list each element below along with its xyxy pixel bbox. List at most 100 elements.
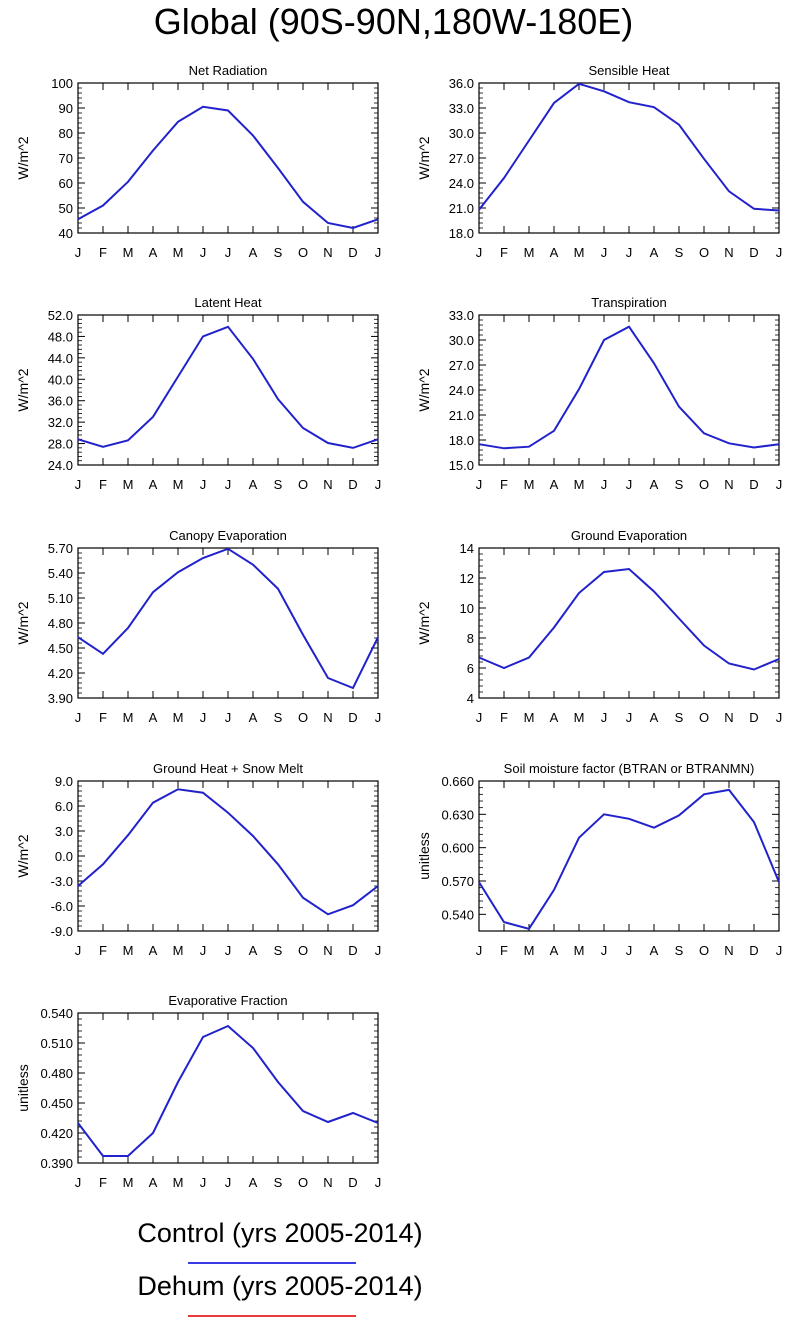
panel-8-frame	[478, 780, 780, 932]
panel-5-xtick-label: A	[249, 710, 258, 725]
panel-4-ylabel: W/m^2	[416, 368, 432, 411]
panel-6-ylabel: W/m^2	[416, 601, 432, 644]
panel-4-title: Transpiration	[591, 295, 666, 310]
panel-6-xtick-label: J	[601, 710, 608, 725]
panel-8-ytick-label: 0.630	[441, 807, 474, 822]
panel-2-series-control	[478, 82, 780, 212]
panel-9-ytick-label: 0.540	[40, 1006, 73, 1021]
panel-7-xtick-label: A	[249, 943, 258, 958]
panel-6-xtick-label: F	[500, 710, 508, 725]
panel-3-xtick-label: M	[173, 477, 184, 492]
panel-8-xtick-label: J	[601, 943, 608, 958]
panel-4-ytick-label: 27.0	[449, 358, 474, 373]
panel-6-xtick-label: J	[626, 710, 633, 725]
panel-2-title: Sensible Heat	[589, 63, 670, 78]
panel-7-xtick-label: O	[298, 943, 308, 958]
panel-1-ytick-label: 50	[59, 201, 73, 216]
panel-7-xtick-label: A	[149, 943, 158, 958]
panel-5-xtick-label: O	[298, 710, 308, 725]
panel-2-xtick-label: S	[675, 245, 684, 260]
panel-2-xtick-label: J	[776, 245, 783, 260]
panel-3-ytick-label: 40.0	[48, 372, 73, 387]
panel-6-ytick-label: 4	[467, 691, 474, 706]
panel-4-ytick-label: 18.0	[449, 433, 474, 448]
panel-7-ytick-label: -9.0	[51, 924, 73, 939]
panel-7-series-control	[77, 788, 379, 916]
panel-3-title: Latent Heat	[194, 295, 262, 310]
panel-3-ytick-label: 36.0	[48, 394, 73, 409]
panel-4-xtick-label: A	[650, 477, 659, 492]
panel-9-xtick-label: M	[123, 1175, 134, 1190]
panel-5-ytick-label: 4.80	[48, 616, 73, 631]
panel-8-xtick-label: S	[675, 943, 684, 958]
panel-8-xtick-label: O	[699, 943, 709, 958]
panel-3-ytick-label: 44.0	[48, 351, 73, 366]
panel-2-xtick-label: J	[601, 245, 608, 260]
panel-4-ytick-label: 15.0	[449, 458, 474, 473]
panel-1-xtick-label: M	[123, 245, 134, 260]
panel-9-xtick-label: J	[75, 1175, 82, 1190]
panel-1-xtick-label: S	[274, 245, 283, 260]
panel-1-ylabel: W/m^2	[15, 136, 31, 179]
panel-2-xtick-label: A	[550, 245, 559, 260]
panel-5-ytick-label: 4.50	[48, 641, 73, 656]
panel-5-xtick-label: J	[200, 710, 207, 725]
panel-6-xtick-label: J	[476, 710, 483, 725]
panel-1-xtick-label: J	[375, 245, 382, 260]
panel-6-ytick-label: 8	[467, 631, 474, 646]
panel-6-xtick-label: A	[550, 710, 559, 725]
panel-8-xtick-label: J	[476, 943, 483, 958]
panel-3-xtick-label: D	[348, 477, 357, 492]
panel-1-xtick-label: A	[249, 245, 258, 260]
panel-3-xtick-label: S	[274, 477, 283, 492]
panel-1-xtick-label: J	[200, 245, 207, 260]
panel-7-ytick-label: 3.0	[55, 824, 73, 839]
panel-1-frame	[77, 82, 379, 234]
panel-8-ytick-label: 0.660	[441, 774, 474, 789]
panel-5-xtick-label: S	[274, 710, 283, 725]
panel-3-xtick-label: J	[225, 477, 232, 492]
panel-1-ytick-label: 100	[51, 76, 73, 91]
panel-1-xtick-label: J	[225, 245, 232, 260]
panel-2-xtick-label: M	[574, 245, 585, 260]
panel-9-xtick-label: F	[99, 1175, 107, 1190]
panel-5-xtick-label: J	[75, 710, 82, 725]
panel-2-frame	[478, 82, 780, 234]
panel-4-xtick-label: J	[476, 477, 483, 492]
panel-3-xtick-label: J	[200, 477, 207, 492]
panel-4-series-control	[478, 325, 780, 450]
panel-8-xtick-label: J	[776, 943, 783, 958]
panel-7-title: Ground Heat + Snow Melt	[153, 761, 303, 776]
panel-9-xtick-label: S	[274, 1175, 283, 1190]
panel-9-ytick-label: 0.480	[40, 1066, 73, 1081]
panel-8-xtick-label: A	[650, 943, 659, 958]
panel-6-title: Ground Evaporation	[571, 528, 687, 543]
panel-7-xtick-label: J	[375, 943, 382, 958]
panel-1-ytick-label: 60	[59, 176, 73, 191]
chart-title: Global (90S-90N,180W-180E)	[153, 1, 634, 42]
panel-2-xtick-label: M	[524, 245, 535, 260]
panel-6-frame	[478, 547, 780, 699]
panel-5-series-control	[77, 547, 379, 690]
panel-5-frame	[77, 547, 379, 699]
panel-1-ytick-label: 90	[59, 101, 73, 116]
legend-dehum-line	[188, 1315, 356, 1317]
panel-5-xtick-label: D	[348, 710, 357, 725]
panel-1-xtick-label: N	[323, 245, 332, 260]
panel-3-ylabel: W/m^2	[15, 368, 31, 411]
panel-4-ytick-label: 33.0	[449, 308, 474, 323]
panel-5-title: Canopy Evaporation	[169, 528, 287, 543]
panel-2-ytick-label: 18.0	[449, 226, 474, 241]
panel-3-xtick-label: J	[375, 477, 382, 492]
panel-8-ytick-label: 0.570	[441, 874, 474, 889]
panel-8-ylabel: unitless	[416, 832, 432, 879]
panel-2-ytick-label: 24.0	[449, 176, 474, 191]
panel-5-ytick-label: 3.90	[48, 691, 73, 706]
panel-3-xtick-label: O	[298, 477, 308, 492]
panel-9-xtick-label: J	[225, 1175, 232, 1190]
panel-9-xtick-label: J	[375, 1175, 382, 1190]
panel-7-xtick-label: N	[323, 943, 332, 958]
panel-6-ytick-label: 10	[460, 601, 474, 616]
panel-5-xtick-label: A	[149, 710, 158, 725]
panel-4-ytick-label: 24.0	[449, 383, 474, 398]
